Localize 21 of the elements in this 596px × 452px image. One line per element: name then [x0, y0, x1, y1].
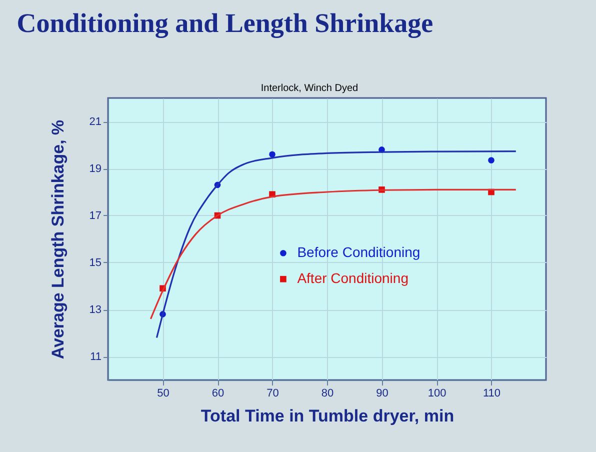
x-tick-label: 100 — [428, 388, 446, 400]
legend-label: After Conditioning — [297, 270, 408, 286]
y-tick-label: 19 — [89, 163, 102, 175]
x-tick-label: 50 — [157, 388, 170, 400]
y-tick-label: 11 — [90, 351, 102, 363]
point — [488, 157, 494, 164]
x-tick-label: 90 — [376, 388, 388, 400]
legend-label: Before Conditioning — [297, 244, 420, 260]
x-tick-label: 70 — [266, 388, 279, 400]
text: Interlock, Winch Dyed — [260, 83, 358, 94]
chart-title: Conditioning and Length Shrinkage — [16, 8, 434, 38]
x-tick-label: 80 — [321, 388, 334, 400]
y-tick-label: 21 — [89, 116, 102, 128]
x-axis-title: Total Time in Tumble dryer, min — [200, 406, 454, 426]
y-tick-label: 15 — [89, 257, 102, 269]
x-tick-label: 110 — [482, 388, 501, 400]
y-tick-label: 17 — [89, 210, 102, 222]
x-tick-label: 60 — [212, 388, 224, 400]
y-axis-title: Average Length Shrinkage, % — [48, 120, 68, 360]
y-tick-label: 13 — [89, 304, 102, 316]
point — [269, 151, 276, 158]
